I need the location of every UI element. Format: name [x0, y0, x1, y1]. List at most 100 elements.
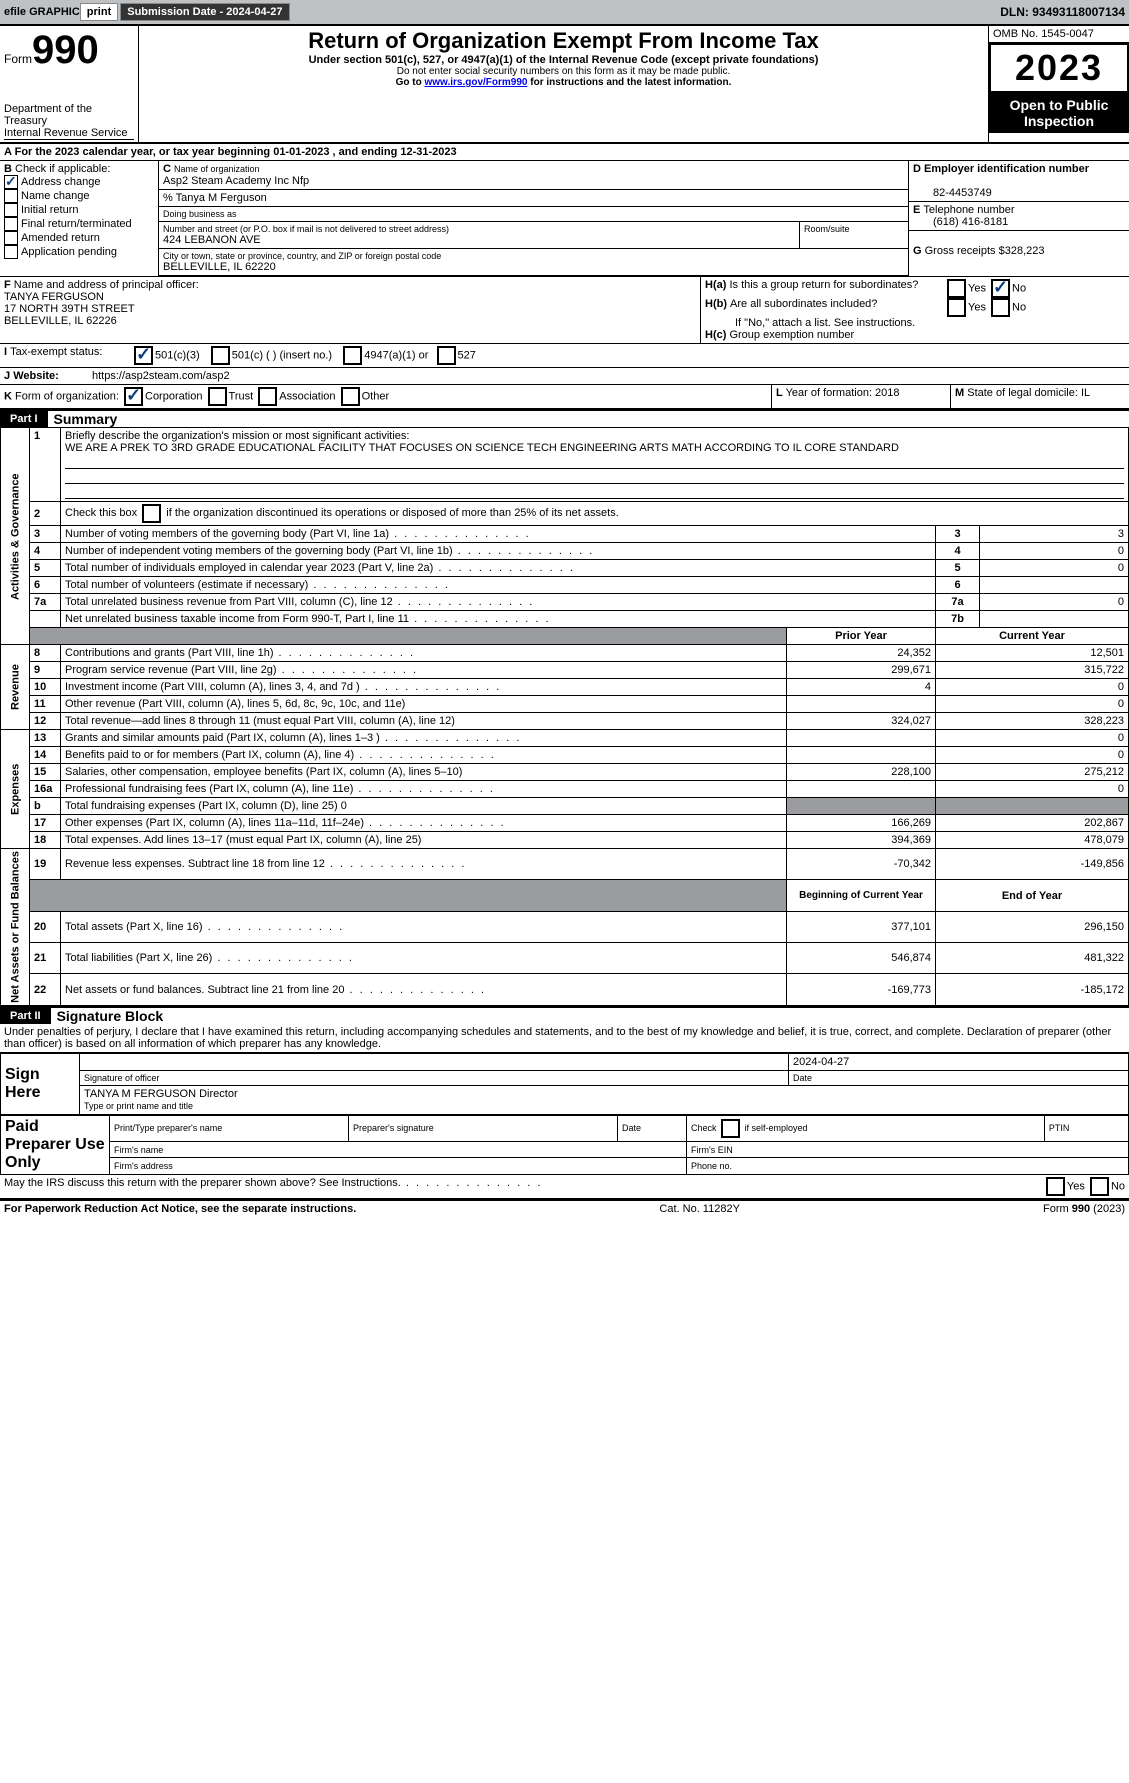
- l15: Salaries, other compensation, employee b…: [65, 766, 462, 778]
- ptin: PTIN: [1044, 1115, 1128, 1141]
- prep-name: Print/Type preparer's name: [110, 1115, 349, 1141]
- firm-phone: Phone no.: [687, 1158, 1129, 1174]
- paid-preparer-table: Paid Preparer Use Only Print/Type prepar…: [0, 1115, 1129, 1175]
- self-emp-check[interactable]: [721, 1119, 740, 1138]
- g-label: Gross receipts $: [925, 245, 1005, 257]
- k-trust[interactable]: [208, 387, 227, 406]
- dln: DLN: 93493118007134: [1000, 5, 1125, 19]
- l15-cy: 275,212: [936, 764, 1129, 781]
- l5-val: 0: [980, 560, 1129, 577]
- declaration: Under penalties of perjury, I declare th…: [0, 1024, 1129, 1053]
- form-title: Return of Organization Exempt From Incom…: [143, 28, 984, 54]
- l2-check[interactable]: [142, 504, 161, 523]
- irs-link[interactable]: www.irs.gov/Form990: [424, 77, 527, 88]
- l20-cy: 296,150: [936, 911, 1129, 942]
- check-amended[interactable]: [4, 231, 18, 245]
- ha-yes[interactable]: [947, 279, 966, 298]
- part2-label: Part II: [0, 1008, 51, 1024]
- l13: Grants and similar amounts paid (Part IX…: [65, 732, 380, 744]
- hc: Group exemption number: [729, 329, 854, 341]
- l21-py: 546,874: [787, 943, 936, 974]
- l18: Total expenses. Add lines 13–17 (must eq…: [65, 834, 421, 846]
- hb-yes[interactable]: [947, 298, 966, 317]
- l6: Total number of volunteers (estimate if …: [65, 579, 308, 591]
- l16a-py: [787, 781, 936, 798]
- footer-left: For Paperwork Reduction Act Notice, see …: [4, 1203, 356, 1215]
- submission-date: Submission Date - 2024-04-27: [120, 3, 289, 21]
- prep-sig: Preparer's signature: [349, 1115, 618, 1141]
- may-yes[interactable]: [1046, 1177, 1065, 1196]
- officer-printed: TANYA M FERGUSON Director: [84, 1088, 238, 1100]
- hb: Are all subordinates included?: [730, 298, 877, 310]
- l13-py: [787, 730, 936, 747]
- l22-py: -169,773: [787, 974, 936, 1005]
- l16a: Professional fundraising fees (Part IX, …: [65, 783, 353, 795]
- may-no[interactable]: [1090, 1177, 1109, 1196]
- k-corp[interactable]: [124, 387, 143, 406]
- l7a-val: 0: [980, 594, 1129, 611]
- hb-note: If "No," attach a list. See instructions…: [705, 317, 1125, 329]
- l22: Net assets or fund balances. Subtract li…: [65, 984, 344, 996]
- k-assoc[interactable]: [258, 387, 277, 406]
- check-app[interactable]: [4, 245, 18, 259]
- l1-value: WE ARE A PREK TO 3RD GRADE EDUCATIONAL F…: [65, 442, 899, 454]
- firm-ein: Firm's EIN: [687, 1142, 1129, 1158]
- k-other[interactable]: [341, 387, 360, 406]
- l12-py: 324,027: [787, 713, 936, 730]
- i-527[interactable]: [437, 346, 456, 365]
- summary-table: Activities & Governance 1 Briefly descri…: [0, 427, 1129, 1006]
- hb-no[interactable]: [991, 298, 1010, 317]
- l8-cy: 12,501: [936, 645, 1129, 662]
- goto-pre: Go to: [396, 77, 425, 88]
- tax-year: 2023: [993, 47, 1125, 89]
- officer-addr1: 17 NORTH 39TH STREET: [4, 303, 135, 315]
- section-nab: Net Assets or Fund Balances: [1, 849, 30, 1006]
- section-exp: Expenses: [1, 730, 30, 849]
- ha-no[interactable]: [991, 279, 1010, 298]
- l4-val: 0: [980, 543, 1129, 560]
- no-ssn: Do not enter social security numbers on …: [143, 66, 984, 77]
- dba-label: Doing business as: [159, 207, 908, 222]
- l17: Other expenses (Part IX, column (A), lin…: [65, 817, 364, 829]
- i-501c[interactable]: [211, 346, 230, 365]
- l18-py: 394,369: [787, 832, 936, 849]
- city: BELLEVILLE, IL 62220: [163, 261, 904, 273]
- efile-label: efile GRAPHIC: [4, 6, 80, 18]
- check-name[interactable]: [4, 189, 18, 203]
- care-of: % Tanya M Ferguson: [159, 190, 908, 207]
- l10-py: 4: [787, 679, 936, 696]
- footer-center: Cat. No. 11282Y: [659, 1203, 740, 1215]
- l5: Total number of individuals employed in …: [65, 562, 433, 574]
- section-ag: Activities & Governance: [1, 428, 30, 645]
- current-year: Current Year: [936, 628, 1129, 645]
- k-label: Form of organization:: [15, 390, 119, 402]
- i-501c3[interactable]: [134, 346, 153, 365]
- l12: Total revenue—add lines 8 through 11 (mu…: [65, 715, 455, 727]
- dept: Department of the Treasury: [4, 103, 134, 127]
- i-4947[interactable]: [343, 346, 362, 365]
- form-subtitle: Under section 501(c), 527, or 4947(a)(1)…: [143, 54, 984, 66]
- sign-date: 2024-04-27: [789, 1053, 1129, 1070]
- check-address[interactable]: [4, 175, 18, 189]
- form-number: 990: [32, 28, 99, 72]
- check-initial[interactable]: [4, 203, 18, 217]
- goto-post: for instructions and the latest informat…: [527, 77, 731, 88]
- l8: Contributions and grants (Part VIII, lin…: [65, 647, 274, 659]
- l2: Check this box if the organization disco…: [65, 507, 619, 519]
- print-button[interactable]: print: [80, 3, 118, 21]
- i-label: Tax-exempt status:: [10, 346, 102, 358]
- c-label: Name of organization: [174, 164, 260, 174]
- check-final[interactable]: [4, 217, 18, 231]
- sig-officer: Signature of officer: [80, 1070, 789, 1085]
- f-label: Name and address of principal officer:: [14, 279, 199, 291]
- ha: Is this a group return for subordinates?: [729, 279, 918, 291]
- officer-name: TANYA FERGUSON: [4, 291, 104, 303]
- l19-cy: -149,856: [936, 849, 1129, 880]
- l17-cy: 202,867: [936, 815, 1129, 832]
- street: 424 LEBANON AVE: [163, 234, 795, 246]
- l16b: Total fundraising expenses (Part IX, col…: [65, 800, 347, 812]
- l4: Number of independent voting members of …: [65, 545, 453, 557]
- l11-py: [787, 696, 936, 713]
- part1-label: Part I: [0, 411, 48, 427]
- l12-cy: 328,223: [936, 713, 1129, 730]
